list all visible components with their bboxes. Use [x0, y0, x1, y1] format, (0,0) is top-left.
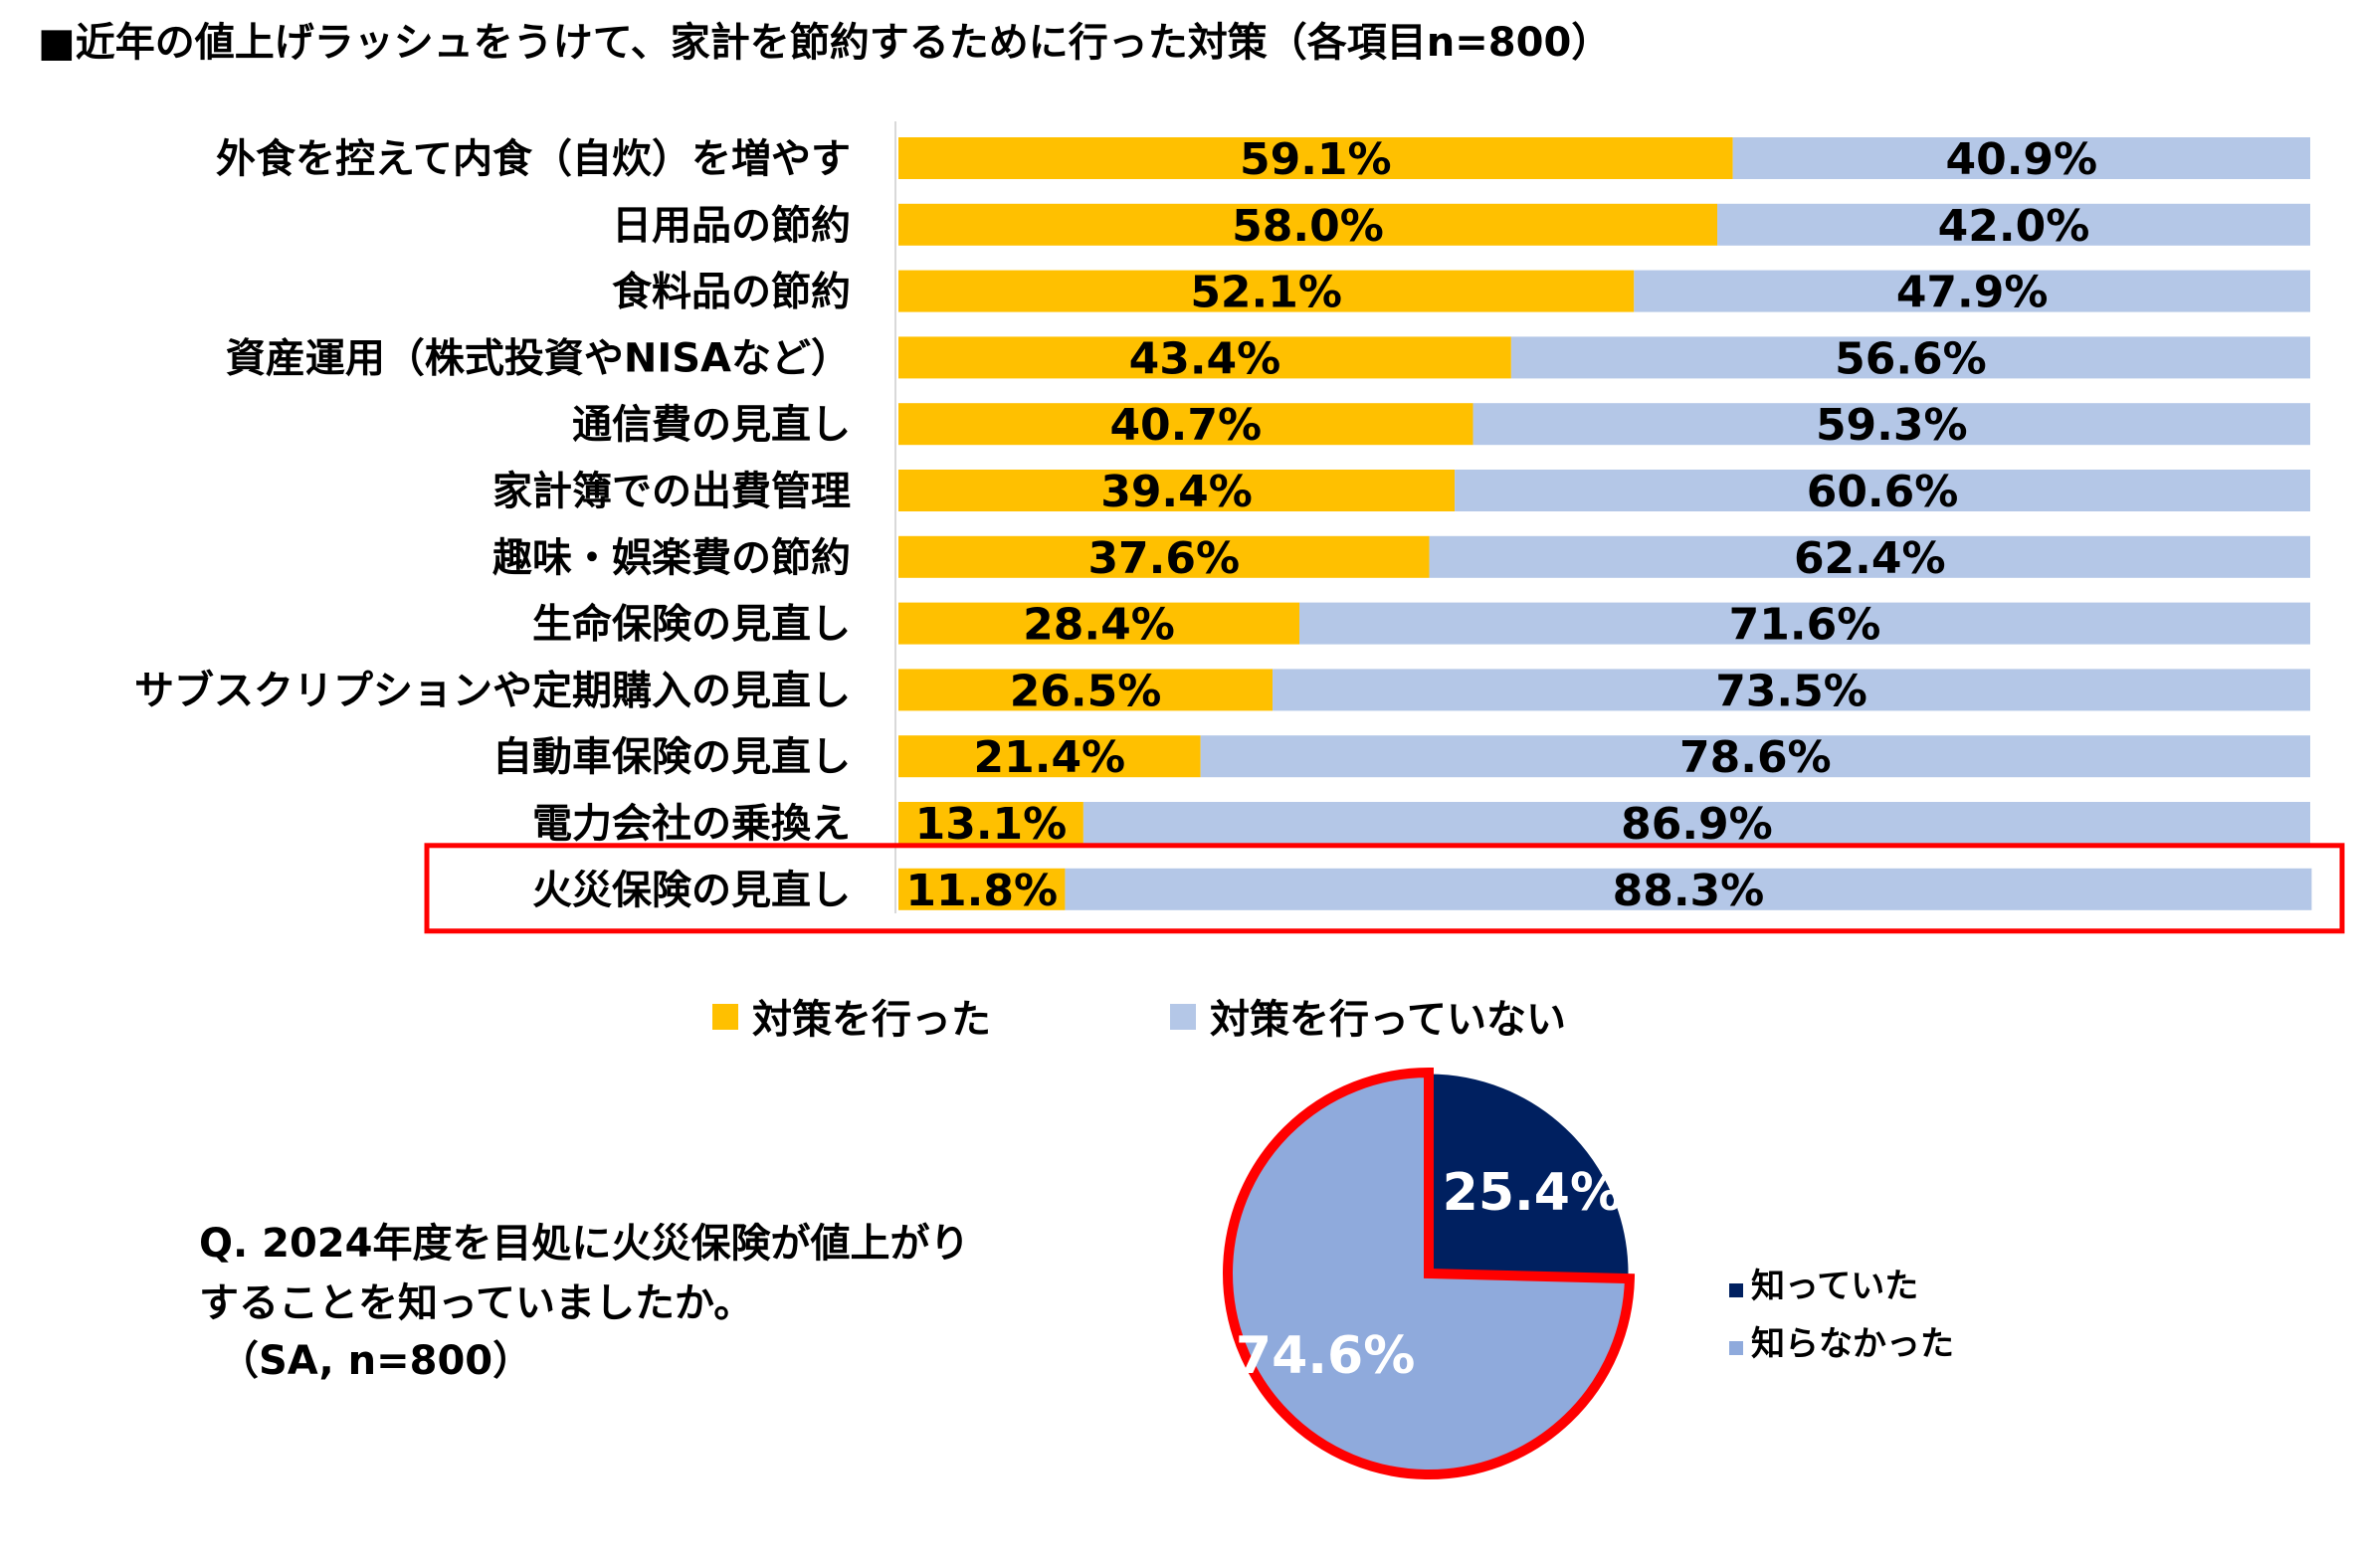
data-label-not-done: 71.6% [1729, 600, 1881, 651]
data-label-done: 59.1% [1240, 134, 1392, 185]
bar-not-done [1473, 403, 2310, 446]
data-label-done: 43.4% [1129, 333, 1281, 384]
legend-swatch-done [712, 1004, 738, 1030]
bar-not-done [1065, 868, 2312, 910]
data-label-done: 58.0% [1232, 201, 1384, 252]
bar-not-done [1732, 137, 2310, 179]
legend-swatch-not-done [1170, 1004, 1196, 1030]
category-label: 火災保険の見直し [532, 868, 851, 913]
bar-legend: 対策を行った 対策を行っていない [712, 997, 1566, 1043]
bar-not-done [1082, 802, 2310, 844]
pie-legend-label-knew: 知っていた [1751, 1267, 1918, 1306]
category-label: サブスクリプションや定期購入の見直し [134, 668, 851, 713]
bar-done [898, 669, 1274, 711]
data-label-done: 52.1% [1190, 268, 1342, 318]
bar-not-done [1429, 535, 2310, 578]
bar-not-done [1200, 735, 2310, 778]
category-label: 生命保険の見直し [532, 602, 851, 648]
bar-not-done [1510, 336, 2310, 379]
bar-not-done [1273, 669, 2310, 711]
pie-legend-label-didnt-know: 知らなかった [1751, 1324, 1954, 1364]
bar-not-done [1634, 270, 2310, 312]
bar-done [898, 470, 1456, 511]
legend-label-not-done: 対策を行っていない [1210, 997, 1566, 1043]
highlight-box [424, 843, 2345, 934]
bar-done [898, 336, 1511, 379]
data-label-done: 40.7% [1109, 400, 1262, 451]
question-line: （SA, n=800） [219, 1338, 532, 1384]
data-label-not-done: 59.3% [1816, 400, 1968, 451]
pie-legend-swatch-didnt-know [1729, 1341, 1743, 1355]
bar-done [898, 270, 1635, 312]
data-label-not-done: 60.6% [1807, 467, 1959, 517]
data-label-not-done: 73.5% [1715, 666, 1867, 716]
bar-not-done [1455, 470, 2310, 511]
category-label: 自動車保険の見直し [492, 734, 851, 780]
data-label-not-done: 62.4% [1794, 533, 1946, 584]
question-line: Q. 2024年度を目処に火災保険が値上がり [199, 1221, 969, 1267]
chart-title: ■近年の値上げラッシュをうけて、家計を節約するために行った対策（各項目n=800… [38, 20, 1612, 66]
data-label-done: 28.4% [1023, 600, 1175, 651]
bar-done [898, 868, 1066, 910]
pie-label-knew: 25.4% [1443, 1163, 1622, 1223]
pie-legend-swatch-knew [1729, 1283, 1743, 1297]
bar-not-done [1298, 602, 2310, 645]
data-label-done: 39.4% [1100, 467, 1253, 517]
bar-done [898, 137, 1733, 179]
data-label-not-done: 47.9% [1896, 268, 2049, 318]
bar-not-done [1717, 203, 2310, 246]
legend-label-done: 対策を行った [752, 997, 991, 1043]
data-label-done: 26.5% [1010, 666, 1162, 716]
category-label: 家計簿での出費管理 [492, 469, 851, 514]
category-label: 電力会社の乗換え [532, 801, 851, 847]
bar-done [898, 403, 1473, 446]
pie-label-didnt-know: 74.6% [1236, 1326, 1415, 1386]
category-label: 外食を控えて内食（自炊）を増やす [216, 136, 851, 182]
data-label-done: 11.8% [905, 866, 1058, 916]
bar-done [898, 735, 1201, 778]
category-label: 食料品の節約 [612, 270, 851, 315]
data-label-not-done: 86.9% [1621, 799, 1773, 850]
data-label-not-done: 88.3% [1613, 866, 1765, 916]
category-label: 日用品の節約 [612, 203, 851, 249]
data-label-not-done: 56.6% [1835, 333, 1987, 384]
pie-slice-knew [1427, 1071, 1632, 1280]
data-label-not-done: 78.6% [1679, 732, 1832, 783]
question-line: することを知っていましたか。 [199, 1280, 753, 1326]
category-label: 資産運用（株式投資やNISAなど） [226, 335, 851, 381]
bar-chart: 外食を控えて内食（自炊）を増やす 59.1% 40.9% 日用品の節約 58.0% 42.… [134, 121, 2345, 934]
bar-done [898, 535, 1430, 578]
data-label-done: 13.1% [915, 799, 1068, 850]
bar-done [898, 802, 1083, 844]
data-label-not-done: 40.9% [1945, 134, 2097, 185]
data-label-not-done: 42.0% [1938, 201, 2090, 252]
pie-slice-didnt-know [1223, 1067, 1636, 1479]
bar-done [898, 203, 1718, 246]
bar-done [898, 602, 1299, 645]
category-label: 趣味・娯楽費の節約 [492, 535, 851, 581]
data-label-done: 37.6% [1087, 533, 1240, 584]
category-label: 通信費の見直し [572, 402, 851, 448]
data-label-done: 21.4% [974, 732, 1126, 783]
